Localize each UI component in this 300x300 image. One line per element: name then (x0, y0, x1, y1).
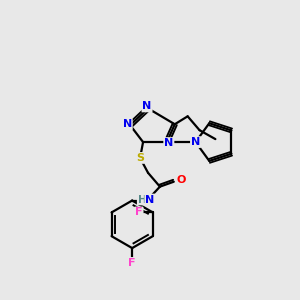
Text: N: N (142, 101, 152, 111)
Text: S: S (136, 153, 144, 163)
Text: F: F (135, 207, 142, 218)
Text: N: N (164, 138, 173, 148)
Text: N: N (123, 119, 132, 129)
Text: N: N (146, 194, 154, 205)
Text: F: F (128, 258, 136, 268)
Text: N: N (191, 137, 200, 147)
Text: O: O (176, 175, 185, 185)
Text: H: H (138, 194, 146, 205)
